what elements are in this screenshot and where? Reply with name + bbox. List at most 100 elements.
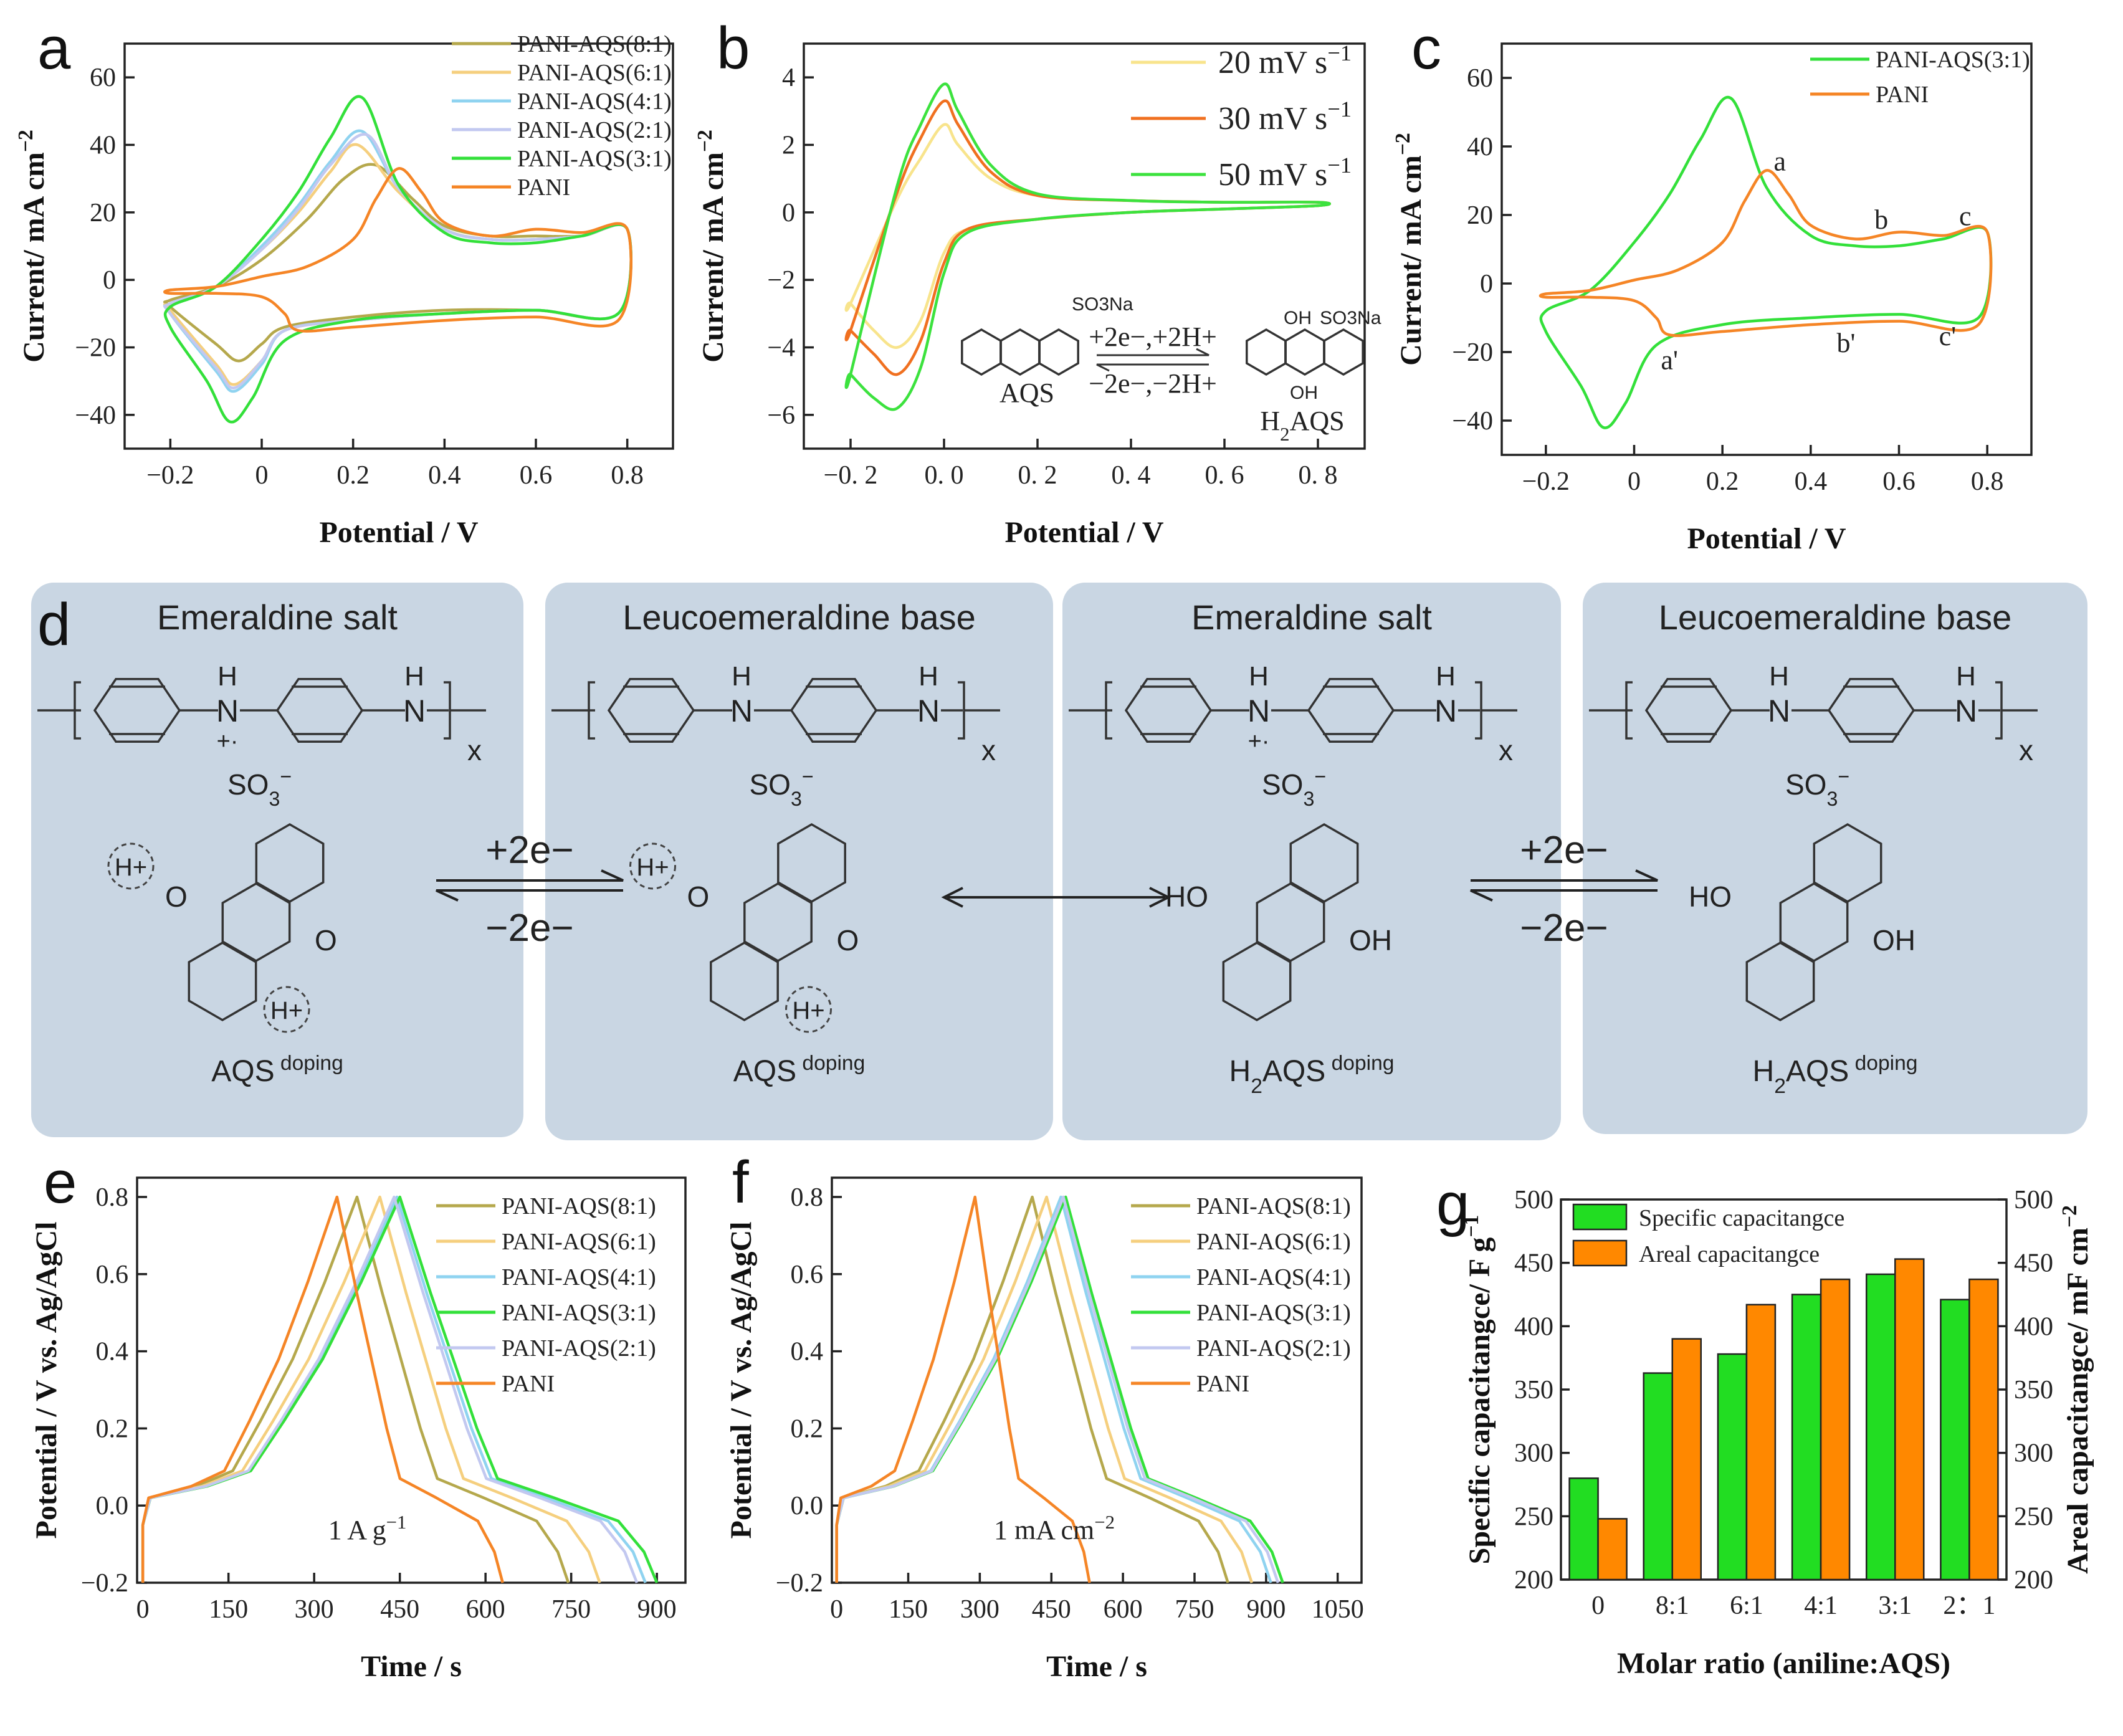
dopant-ring xyxy=(743,882,813,963)
bar xyxy=(1791,1294,1822,1581)
y-tick-label: 0.2 xyxy=(791,1414,824,1443)
nitrogen-label: N xyxy=(730,694,753,728)
benzene-ring xyxy=(93,678,181,743)
y-tick-label: 40 xyxy=(1467,133,1493,161)
dopant-ring xyxy=(188,941,257,1022)
y-tick-label: 60 xyxy=(90,64,116,92)
legend-entry: PANI-AQS(3:1) xyxy=(1196,1300,1351,1326)
chart-g: 200 200 250 250 300 300 350 350 400 400 450 450 500 5… xyxy=(1436,1171,2094,1680)
current-density-annotation: 1 mA cm−2 xyxy=(994,1512,1115,1545)
x-tick-label: 0. 6 xyxy=(1205,461,1244,490)
x-tick-label: 0 xyxy=(830,1595,843,1624)
x-tick-label: 0 xyxy=(255,461,269,490)
hydrogen-label: H xyxy=(732,661,751,692)
x-tick-label: 0.8 xyxy=(1971,467,2004,496)
legend-entry: PANI-AQS(3:1) xyxy=(1876,47,2030,73)
bracket-right xyxy=(427,681,486,740)
y-tick-label: −0.2 xyxy=(81,1569,128,1598)
legend-entry: PANI-AQS(4:1) xyxy=(1196,1264,1351,1290)
y-tick-label: 350 xyxy=(1514,1376,1553,1405)
y-tick-label: 200 xyxy=(1514,1566,1553,1595)
oxygen-label: O xyxy=(687,880,710,913)
hydrogen-label: H xyxy=(1436,661,1456,692)
bar xyxy=(1820,1278,1851,1581)
y-tick-label-right: 500 xyxy=(2014,1186,2053,1214)
x-tick-label: 0 xyxy=(1628,467,1641,496)
x-tick-label: −0.2 xyxy=(146,461,194,490)
scheme-box-title: Leucoemeraldine base xyxy=(623,598,976,637)
bracket-right xyxy=(1978,681,2038,740)
oxygen-label: O xyxy=(837,924,859,956)
proton-label: H+ xyxy=(270,997,303,1024)
y-tick-label-right: 250 xyxy=(2014,1502,2053,1531)
chart-a: −0.2 0 0.2 0.4 0.6 0.8 −40 −20 0 20 40 60 Potential … xyxy=(14,15,674,549)
peak-annotation: b xyxy=(1874,204,1888,235)
ring xyxy=(1323,328,1364,376)
y-tick-label: 300 xyxy=(1514,1439,1553,1468)
legend-entry: PANI xyxy=(1876,82,1929,108)
bracket-left xyxy=(1105,681,1112,740)
bar xyxy=(1866,1273,1896,1581)
y-tick-label-right: 350 xyxy=(2014,1376,2053,1405)
repeat-subscript: x xyxy=(2019,734,2033,766)
legend-entry: PANI-AQS(6:1) xyxy=(517,60,672,86)
legend-entry: PANI-AQS(4:1) xyxy=(517,88,672,115)
redox-arrow-rev xyxy=(436,889,623,902)
bracket-left xyxy=(74,681,81,740)
hydroxyl-label: HO xyxy=(1165,880,1208,913)
y-tick-label: 0.2 xyxy=(96,1414,129,1443)
plot-frame xyxy=(136,1176,687,1584)
y-tick-label: 0.0 xyxy=(96,1492,129,1520)
proton-circle xyxy=(785,986,832,1033)
ring xyxy=(999,328,1041,376)
y-tick-label: −40 xyxy=(75,401,116,430)
x-axis-label: Time / s xyxy=(361,1650,462,1683)
bar xyxy=(1745,1304,1777,1581)
x-tick-label: −0. 2 xyxy=(824,461,878,490)
y-tick-label: 0 xyxy=(1480,270,1493,298)
substituent-label: SO3Na xyxy=(1320,308,1381,328)
radical-cation-label: +· xyxy=(217,728,239,755)
proton-label: H+ xyxy=(792,997,824,1024)
chart-b: −0. 2 0. 0 0. 2 0. 4 0. 6 0. 8 −6 −4 −2 0 2 4 Potent… xyxy=(694,15,1381,549)
x-axis-label: Potential / V xyxy=(319,516,478,549)
panel-label: d xyxy=(37,591,70,658)
scheme-reverse: −2e−,−2H+ xyxy=(1089,368,1217,399)
panel-label: e xyxy=(44,1149,77,1216)
dopant-caption: AQS doping xyxy=(733,1052,866,1089)
y-tick-label-right: 400 xyxy=(2014,1312,2053,1341)
y-axis-label: Current/ mA cm−2 xyxy=(1391,133,1428,366)
legend-entry: PANI xyxy=(517,174,570,201)
ring-inner xyxy=(1323,685,1379,735)
y-axis-label: Potential / V vs. Ag/AgCl xyxy=(725,1222,758,1539)
category-label: 3:1 xyxy=(1878,1591,1912,1620)
y-tick-label: 0.6 xyxy=(96,1261,129,1289)
cv-curve xyxy=(1539,95,1993,429)
y-tick-label: 0.8 xyxy=(791,1183,824,1212)
plot-frame xyxy=(123,42,674,450)
cv-curve xyxy=(163,95,633,424)
chart-c: −0.2 0 0.2 0.4 0.6 0.8 −40 −20 0 20 40 60 Potential … xyxy=(1391,15,2033,555)
benzene-ring xyxy=(275,678,364,743)
y-tick-label: 250 xyxy=(1514,1502,1553,1531)
bar xyxy=(1671,1338,1702,1581)
nitrogen-label: N xyxy=(403,694,426,728)
x-tick-label: 150 xyxy=(209,1595,248,1624)
gcd-curve xyxy=(141,1195,504,1583)
panel-label: a xyxy=(37,15,71,82)
legend-entry: PANI xyxy=(502,1371,555,1397)
y-tick-label: 2 xyxy=(782,131,795,160)
nitrogen-label: N xyxy=(1434,694,1457,728)
benzene-ring xyxy=(1644,678,1733,743)
nitrogen-label: N xyxy=(216,694,239,728)
nitrogen-label: N xyxy=(1768,694,1790,728)
sulfonate-label: SO3− xyxy=(1262,765,1326,810)
scheme-box-title: Emeraldine salt xyxy=(1191,598,1432,637)
benzene-ring xyxy=(1827,678,1915,743)
bar xyxy=(1968,1278,1999,1581)
substituent-label: OH xyxy=(1284,308,1312,328)
y-tick-label: 400 xyxy=(1514,1312,1553,1341)
ring xyxy=(961,328,1002,376)
dopant-ring xyxy=(710,941,779,1022)
y-tick-label-right: 200 xyxy=(2014,1566,2053,1595)
